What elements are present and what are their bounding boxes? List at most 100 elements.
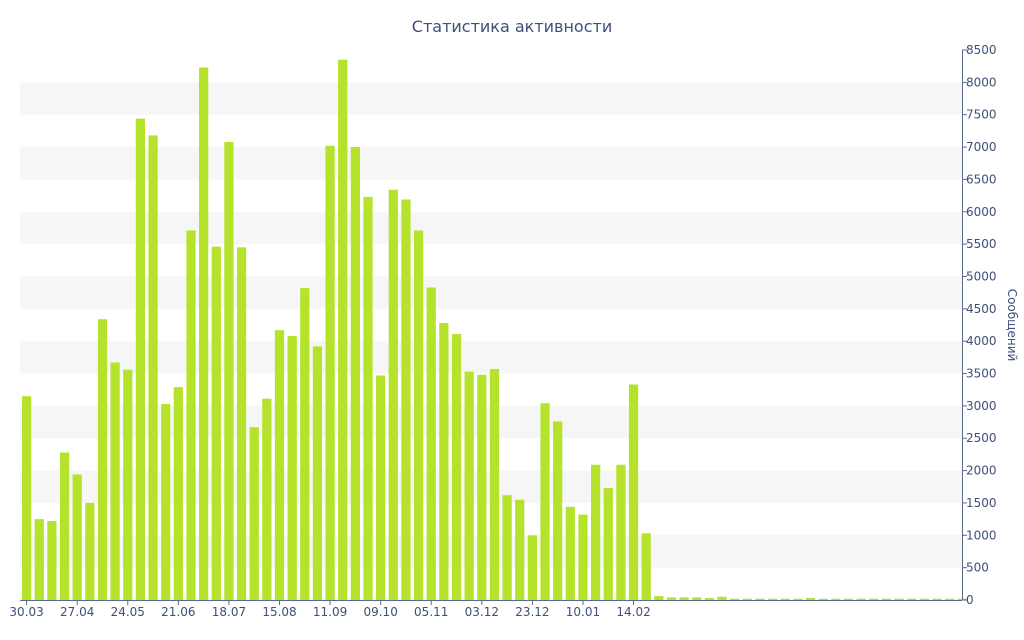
bar [85, 502, 95, 600]
y-tick-label: 0 [966, 593, 974, 607]
x-tick-label: 10.01 [566, 605, 600, 619]
bar [869, 598, 879, 600]
y-tick-label: 1000 [966, 528, 997, 542]
grid-band [20, 341, 962, 374]
bar [730, 598, 740, 600]
bar [768, 598, 778, 600]
bar [426, 287, 436, 600]
bar [679, 597, 689, 600]
bar [47, 521, 57, 600]
y-tick-label: 7000 [966, 140, 997, 154]
bar [300, 288, 310, 600]
x-tick-label: 14.02 [616, 605, 650, 619]
bar [692, 597, 702, 600]
bar [22, 396, 32, 600]
grid-band [20, 147, 962, 180]
bar [704, 598, 715, 600]
x-tick-label: 24.05 [111, 605, 145, 619]
grid-band [20, 211, 962, 245]
bar [123, 369, 133, 600]
y-tick-label: 5000 [966, 269, 997, 283]
x-tick-label: 11.09 [313, 605, 347, 619]
bar [894, 598, 904, 600]
bar [224, 141, 234, 600]
bar [262, 398, 272, 600]
bar [413, 230, 424, 600]
x-axis-ticks: 30.03 27.04 24.05 21.06 18.07 15.08 11.09 09.10… [9, 600, 651, 619]
bar [805, 598, 816, 600]
bar [515, 499, 525, 600]
bar [34, 519, 44, 600]
bar [388, 189, 398, 600]
bar [907, 598, 917, 600]
bar [199, 67, 209, 601]
grid-band [20, 82, 962, 115]
bar [843, 598, 854, 600]
bar [401, 199, 411, 600]
x-tick-label: 18.07 [212, 605, 246, 619]
grid-bands [20, 82, 962, 568]
x-tick-label: 30.03 [9, 605, 43, 619]
bar [616, 464, 626, 600]
bar [540, 403, 550, 600]
bar [932, 598, 942, 600]
bar [338, 59, 348, 600]
bar [477, 374, 487, 600]
bar [464, 371, 474, 600]
bar [287, 336, 297, 600]
y-tick-label: 5500 [966, 237, 997, 251]
bar [881, 598, 892, 600]
bar [110, 362, 120, 600]
y-tick-label: 8000 [966, 75, 997, 89]
bar [173, 387, 183, 600]
bar [502, 495, 512, 600]
bar [236, 247, 247, 600]
bar [818, 598, 828, 600]
bars [22, 59, 967, 601]
bar [831, 598, 841, 600]
bar [603, 488, 613, 600]
y-tick-label: 2000 [966, 464, 997, 478]
bar [919, 598, 929, 600]
bar [945, 598, 955, 600]
bar [489, 369, 500, 600]
chart-title: Статистика активности [412, 17, 612, 36]
y-tick-label: 500 [966, 561, 989, 575]
bar [135, 118, 146, 600]
x-tick-label: 23.12 [515, 605, 549, 619]
bar [666, 597, 677, 600]
bar [590, 464, 601, 600]
bar [565, 506, 575, 600]
x-tick-label: 05.11 [414, 605, 448, 619]
y-tick-label: 6500 [966, 172, 997, 186]
bar [654, 596, 664, 600]
bar [186, 230, 196, 600]
bar [780, 598, 790, 600]
bar [148, 135, 158, 600]
y-tick-label: 1500 [966, 496, 997, 510]
y-tick-label: 6000 [966, 205, 997, 219]
x-tick-label: 21.06 [161, 605, 195, 619]
y-tick-label: 4500 [966, 302, 997, 316]
bar [274, 330, 285, 600]
bar [439, 323, 449, 600]
bar [527, 535, 537, 600]
y-tick-label: 3500 [966, 367, 997, 381]
y-tick-label: 4000 [966, 334, 997, 348]
x-tick-label: 03.12 [465, 605, 499, 619]
x-tick-label: 15.08 [262, 605, 296, 619]
bar [72, 474, 82, 600]
y-tick-label: 7500 [966, 108, 997, 122]
bar [856, 598, 866, 600]
bar [376, 375, 386, 600]
bar [717, 596, 727, 600]
x-tick-label: 09.10 [363, 605, 397, 619]
y-tick-label: 8500 [966, 43, 997, 57]
bar [325, 145, 335, 600]
bar [59, 452, 70, 600]
bar [742, 598, 752, 600]
bar [249, 427, 259, 600]
grid-band [20, 276, 962, 309]
bar [578, 514, 588, 600]
